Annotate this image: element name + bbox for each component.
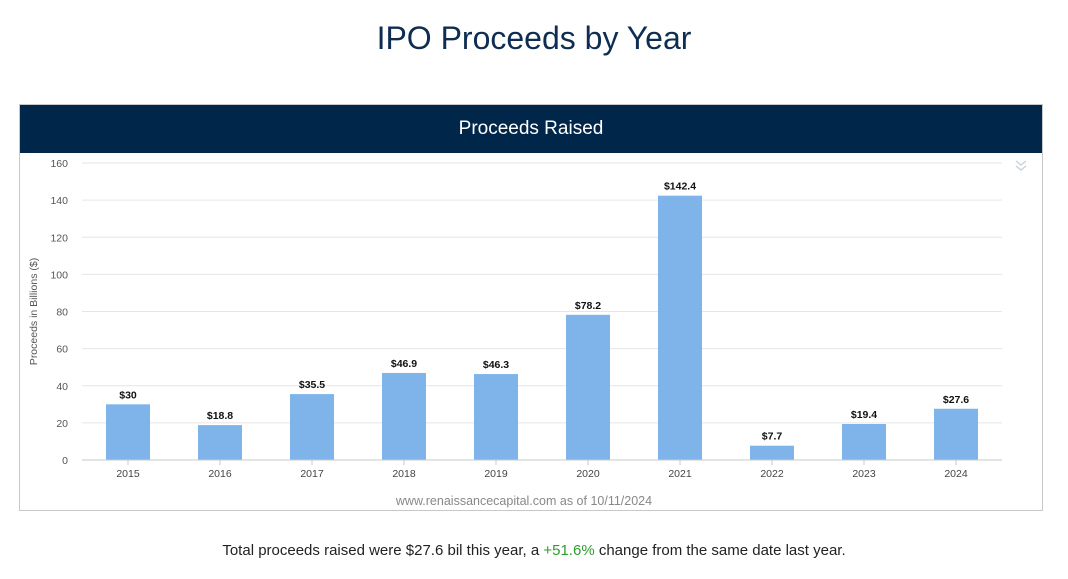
data-label-2021: $142.4 xyxy=(664,181,696,193)
y-tick-label: 20 xyxy=(56,418,68,430)
summary-suffix: change from the same date last year. xyxy=(594,542,846,559)
y-tick-label: 120 xyxy=(50,232,68,244)
x-tick-label-2023: 2023 xyxy=(852,468,876,480)
data-label-2022: $7.7 xyxy=(762,431,783,443)
bar-2023[interactable] xyxy=(842,423,886,460)
y-axis-label: Proceeds in Billions ($) xyxy=(28,258,40,365)
data-label-2018: $46.9 xyxy=(391,358,417,370)
x-tick-label-2024: 2024 xyxy=(944,468,968,480)
data-label-2024: $27.6 xyxy=(943,394,969,406)
data-label-2016: $18.8 xyxy=(207,410,233,422)
x-tick-label-2021: 2021 xyxy=(668,468,692,480)
data-label-2023: $19.4 xyxy=(851,409,877,421)
y-tick-label: 140 xyxy=(50,195,68,207)
y-tick-label: 40 xyxy=(56,381,68,393)
bar-2021[interactable] xyxy=(658,195,702,461)
bar-2020[interactable] xyxy=(566,314,610,460)
x-tick-label-2015: 2015 xyxy=(116,468,140,480)
bar-2019[interactable] xyxy=(474,374,518,460)
bar-chart: 0 20 40 60 80 100 120 140 160 Proceeds in Billio… xyxy=(28,158,1002,508)
y-tick-label: 160 xyxy=(50,158,68,170)
x-tick-label-2017: 2017 xyxy=(300,468,324,480)
bar-2022[interactable] xyxy=(750,445,794,460)
x-tick-label-2022: 2022 xyxy=(760,468,784,480)
data-label-2020: $78.2 xyxy=(575,300,601,312)
x-tick-label-2019: 2019 xyxy=(484,468,508,480)
source-note: www.renaissancecapital.com as of 10/11/2… xyxy=(395,494,652,508)
chart-panel: Proceeds Raised 0 20 40 60 80 100 120 140 160 Pr… xyxy=(19,104,1043,511)
x-tick-label-2016: 2016 xyxy=(208,468,232,480)
bar-2016[interactable] xyxy=(198,425,242,460)
x-tick-label-2018: 2018 xyxy=(392,468,416,480)
y-tick-label: 60 xyxy=(56,344,68,356)
bar-2018[interactable] xyxy=(382,372,426,460)
data-labels: $30 $18.8 $35.5 $46.9 $46.3 $78.2 $142.4 $7.7 $1… xyxy=(119,181,969,443)
page-title: IPO Proceeds by Year xyxy=(376,20,692,56)
x-tick-label-2020: 2020 xyxy=(576,468,600,480)
summary-text: Total proceeds raised were $27.6 bil thi… xyxy=(0,542,1068,559)
y-axis-ticks: 0 20 40 60 80 100 120 140 160 xyxy=(50,158,68,467)
change-percent: +51.6% xyxy=(543,542,595,559)
y-tick-label: 100 xyxy=(50,269,68,281)
bars xyxy=(106,195,978,461)
bar-2024[interactable] xyxy=(934,408,978,460)
x-axis-ticks: 2015 2016 2017 2018 2019 2020 2021 2022 2023 2024 xyxy=(116,460,968,480)
summary-prefix: Total proceeds raised were $27.6 bil thi… xyxy=(222,542,544,559)
panel-header: Proceeds Raised xyxy=(20,105,1042,153)
bar-2017[interactable] xyxy=(290,394,334,460)
data-label-2017: $35.5 xyxy=(299,379,325,391)
double-chevron-down-icon[interactable] xyxy=(1014,159,1028,173)
data-label-2015: $30 xyxy=(119,389,137,401)
grid-lines xyxy=(82,162,1002,424)
y-tick-label: 80 xyxy=(56,307,68,319)
bar-2015[interactable] xyxy=(106,404,150,460)
y-tick-label: 0 xyxy=(62,455,68,467)
data-label-2019: $46.3 xyxy=(483,359,509,371)
